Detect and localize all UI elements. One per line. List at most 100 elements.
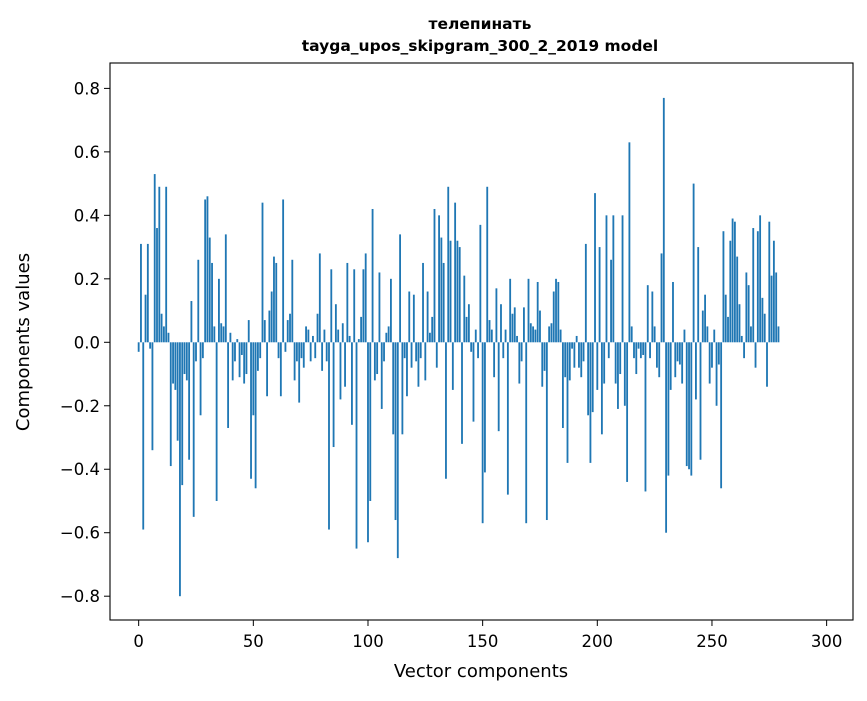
bar (667, 342, 670, 476)
bar (589, 342, 592, 463)
bar (213, 326, 216, 343)
bar (777, 326, 780, 343)
bar (332, 342, 335, 448)
bar (151, 342, 154, 451)
bar (520, 342, 523, 362)
bar (532, 326, 535, 343)
bar (236, 339, 239, 343)
bar (623, 342, 626, 406)
bar (619, 342, 622, 375)
bar (688, 342, 690, 470)
bar (461, 342, 463, 444)
bar (568, 342, 571, 381)
bar (635, 342, 638, 375)
bar (555, 278, 557, 343)
bar (188, 342, 191, 460)
bar (142, 342, 145, 530)
bar (268, 310, 271, 343)
bar (736, 256, 739, 343)
bar (140, 243, 142, 343)
bar (185, 342, 188, 381)
x-tick-label: 250 (696, 632, 728, 651)
bar (747, 285, 750, 343)
bar (504, 329, 507, 343)
bar (291, 259, 294, 343)
bar (502, 342, 505, 359)
bar (199, 342, 202, 416)
y-tick-label: 0.4 (74, 206, 100, 225)
bar (447, 186, 450, 343)
bar (422, 262, 424, 343)
bar (410, 342, 413, 368)
bar (458, 247, 461, 343)
bar (477, 342, 479, 359)
bar (768, 221, 771, 343)
bar (596, 342, 599, 390)
bar (445, 342, 447, 479)
bar (146, 243, 149, 343)
bar (699, 342, 702, 460)
bar (722, 231, 725, 343)
bar (261, 202, 264, 343)
bar (266, 342, 268, 397)
bar (254, 342, 257, 489)
bar (222, 326, 225, 343)
bar (603, 342, 606, 384)
bar (545, 342, 548, 521)
bar (318, 253, 321, 343)
bar (181, 342, 184, 486)
y-tick-label: 0.0 (74, 333, 100, 352)
bar (220, 323, 223, 343)
bar (197, 259, 200, 343)
bar (195, 342, 197, 362)
bar (644, 342, 647, 492)
bar (383, 342, 385, 362)
bar (715, 342, 718, 406)
bar (156, 228, 158, 343)
bar (493, 342, 496, 378)
bar (346, 262, 349, 343)
bar (330, 269, 333, 343)
bar (286, 320, 289, 343)
bar (470, 342, 473, 352)
bar (639, 342, 642, 359)
bar (591, 342, 594, 413)
bar (337, 329, 340, 343)
bar (240, 342, 243, 355)
bar (578, 342, 580, 368)
bar (289, 313, 291, 343)
bar (772, 240, 775, 343)
bar (672, 281, 674, 343)
bar (158, 186, 161, 343)
bar (284, 342, 287, 352)
bar (307, 329, 310, 343)
bar (500, 304, 502, 343)
bar (621, 215, 624, 343)
bar (385, 332, 388, 343)
bar (454, 202, 457, 343)
bar (584, 243, 587, 343)
bar (433, 208, 436, 343)
bar (302, 342, 305, 368)
bar (646, 285, 649, 343)
bar (649, 342, 651, 359)
bar (380, 342, 383, 409)
bar (617, 342, 619, 409)
bar (419, 342, 422, 359)
bar (463, 275, 466, 343)
bar (144, 294, 147, 343)
bar (371, 208, 374, 343)
bar (472, 342, 475, 422)
y-tick-label: 0.8 (74, 79, 100, 98)
y-tick-label: 0.2 (74, 270, 100, 289)
bar (548, 326, 551, 343)
bar (559, 329, 562, 343)
bar (208, 237, 211, 343)
bar (275, 262, 278, 343)
bar (738, 304, 741, 343)
bar (706, 326, 709, 343)
bar (674, 342, 677, 378)
bar (573, 342, 576, 368)
bar (250, 342, 252, 479)
